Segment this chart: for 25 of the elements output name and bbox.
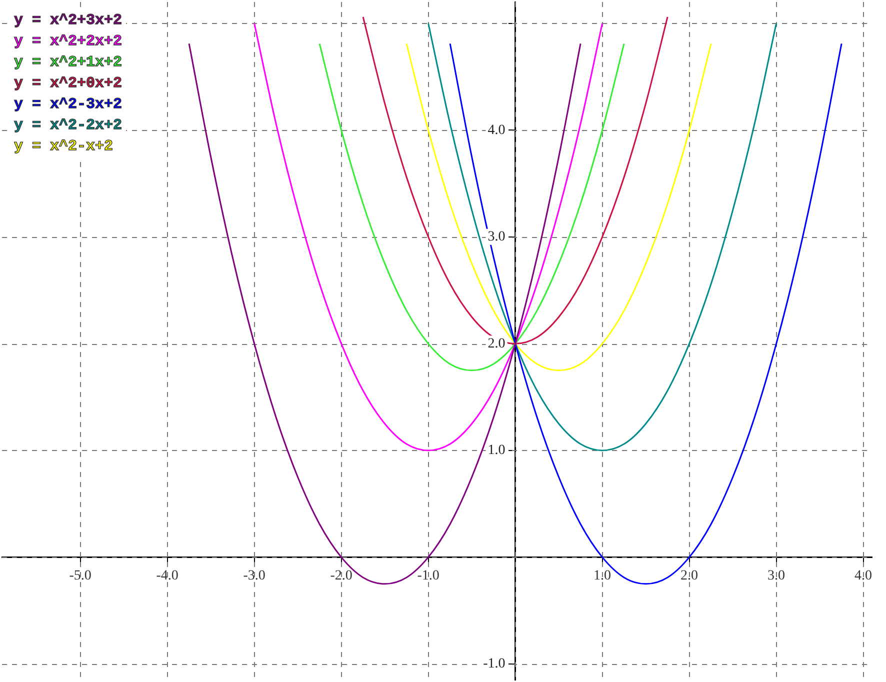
text: y = x^2+3x+2 <box>14 11 122 31</box>
y-tick-label: 4.0 <box>488 122 506 138</box>
line-series <box>406 42 712 372</box>
x-tick-label: -5.0 <box>69 568 92 584</box>
y-tick-label: -1.0 <box>483 656 506 672</box>
x-tick-label: 4.0 <box>854 568 872 584</box>
line-series <box>449 42 842 585</box>
text: y = x^2+1x+2 <box>14 53 122 73</box>
x-tick-label: -2.0 <box>330 568 352 584</box>
y-tick-label: 3.0 <box>488 230 506 245</box>
text: y = x^2-3x+2 <box>14 95 122 115</box>
x-tick-label: -3.0 <box>243 568 266 584</box>
line-series <box>188 42 582 585</box>
text: y = x^2+0x+2 <box>14 74 122 94</box>
text: y = x^2+2x+2 <box>14 32 122 52</box>
y-tick-label: 1.0 <box>488 443 506 458</box>
line-series <box>318 42 625 372</box>
text: y = x^2-x+2 <box>14 137 114 157</box>
x-tick-label: -1.0 <box>417 568 440 584</box>
x-tick-label: 3.0 <box>768 568 786 584</box>
x-tick-label: 1.0 <box>594 568 612 584</box>
x-tick-label: 2.0 <box>680 568 698 584</box>
x-tick-label: -4.0 <box>156 568 178 584</box>
y-tick-label: 2.0 <box>488 336 506 352</box>
text: y = x^2-2x+2 <box>14 116 122 136</box>
